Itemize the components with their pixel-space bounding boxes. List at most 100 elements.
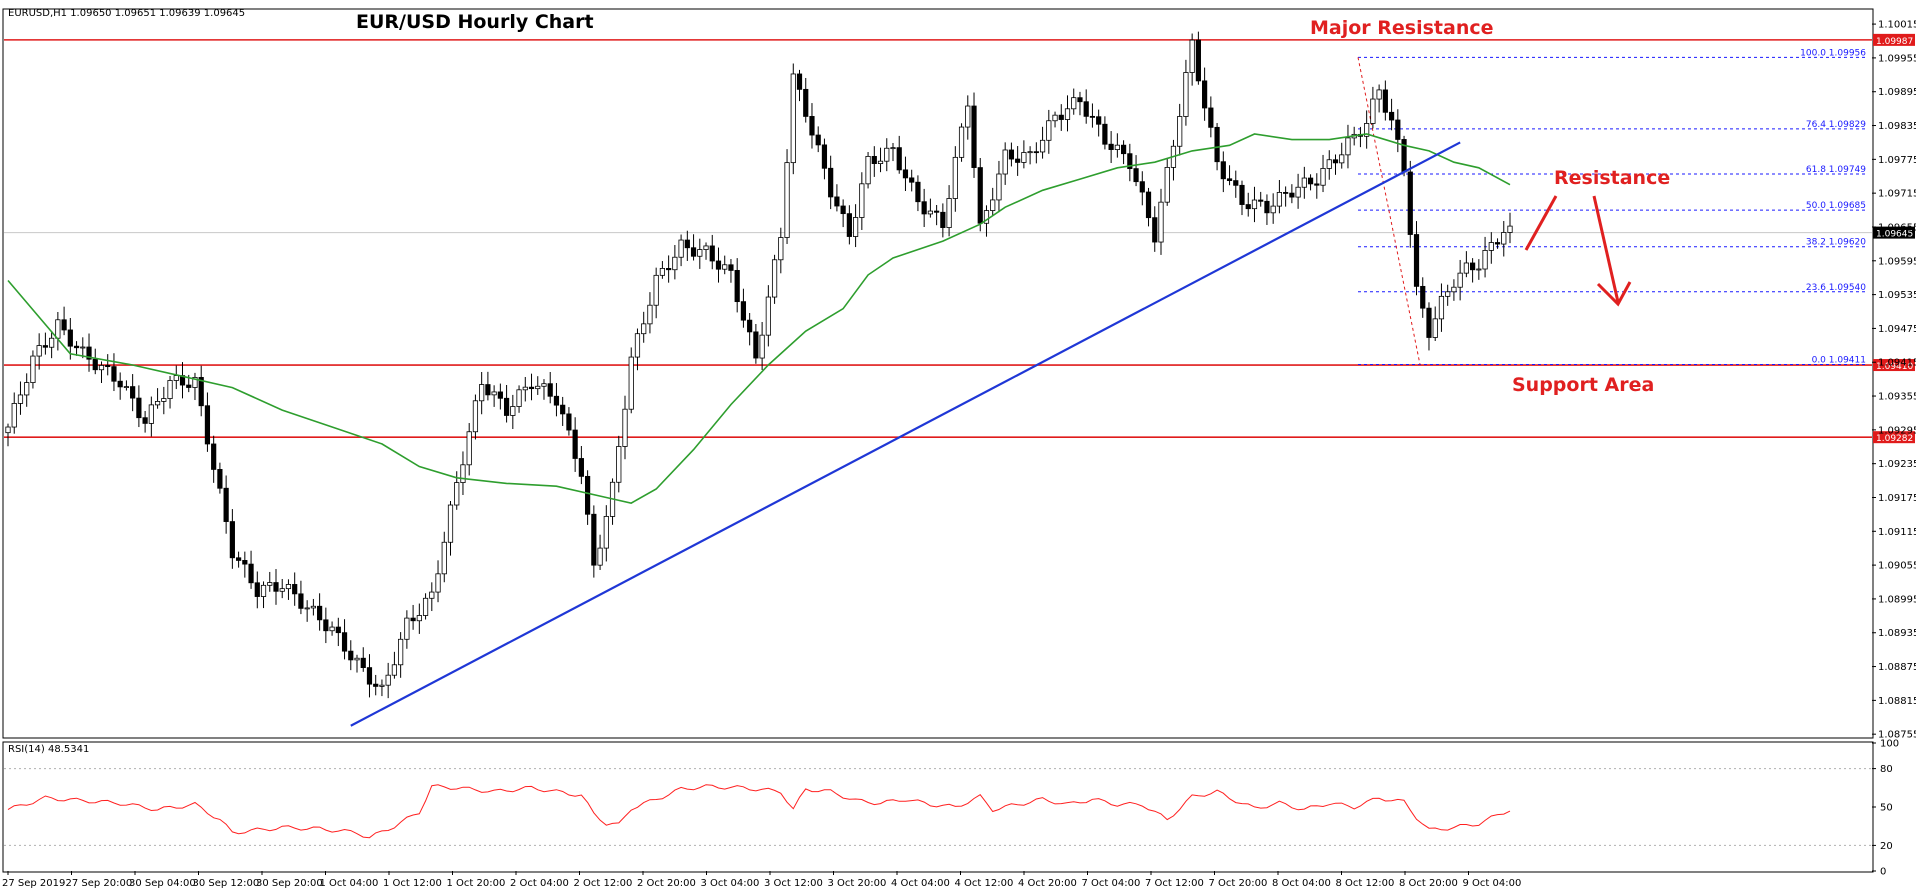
candle-body-bear — [204, 405, 211, 445]
candle-body-bull — [161, 398, 167, 402]
candle — [1320, 154, 1326, 193]
candle-body-bear — [740, 301, 747, 321]
candle — [1420, 277, 1426, 318]
y-tick-label: 1.09355 — [1878, 392, 1916, 403]
candle — [310, 598, 316, 616]
price-tag-bg — [1873, 431, 1915, 444]
candle — [1139, 171, 1145, 206]
candle — [1064, 95, 1071, 132]
candle-body-bull — [1270, 205, 1276, 214]
fibonacci-layer: 100.0 1.09956 76.4 1.09829 61.8 1.09749 50.… — [1357, 48, 1868, 365]
candle — [1276, 179, 1283, 214]
candle — [927, 198, 933, 218]
price-tag-label: 1.09987 — [1876, 37, 1913, 47]
candle — [771, 254, 778, 304]
candle — [622, 395, 628, 460]
candle-body-bear — [242, 560, 248, 565]
candle-body-bull — [49, 337, 55, 348]
candle-body-bear — [915, 181, 921, 203]
resistance-arrow-up — [1524, 195, 1558, 251]
candle-body-bear — [503, 397, 510, 416]
candle — [1021, 140, 1027, 169]
candle — [335, 617, 341, 647]
candle-body-bull — [597, 547, 603, 566]
y-tick-label: 1.09475 — [1878, 324, 1916, 335]
candle — [1264, 194, 1270, 225]
candle-body-bull — [877, 160, 884, 165]
candle-body-bear — [1245, 204, 1251, 210]
candle — [422, 593, 429, 620]
y-tick-label: 1.09715 — [1878, 189, 1916, 200]
candle — [1114, 133, 1120, 158]
candle-body-bear — [690, 247, 697, 257]
candle — [254, 571, 260, 609]
candle-body-bull — [628, 356, 634, 410]
candle — [1164, 158, 1170, 206]
candle — [105, 354, 111, 376]
candle — [17, 381, 24, 415]
candle-body-bear — [578, 458, 584, 477]
candle-body-bear — [1407, 171, 1413, 235]
candle — [1445, 284, 1451, 306]
rsi-y-tick-label: 50 — [1880, 803, 1893, 814]
candle — [123, 380, 130, 391]
candle-body-bear — [753, 331, 759, 359]
candle — [510, 394, 516, 429]
candle — [616, 435, 622, 493]
candle — [260, 581, 267, 609]
candle — [996, 160, 1002, 213]
candle-body-bull — [535, 385, 541, 390]
candle — [267, 571, 273, 592]
candle — [846, 205, 852, 245]
candle — [566, 407, 572, 436]
y-tick-label: 1.09295 — [1878, 425, 1916, 436]
candle — [877, 147, 884, 173]
candle-body-bear — [940, 211, 946, 228]
candle — [223, 475, 229, 534]
rsi-y-tick-label: 100 — [1880, 739, 1899, 750]
candle — [659, 261, 665, 279]
axes-layer: 1.10015 1.09955 1.09895 1.09835 1.09775 1.097… — [2, 20, 1916, 889]
candle — [479, 372, 485, 415]
candle-body-bear — [273, 582, 279, 592]
support-trendline — [350, 141, 1461, 727]
candle — [790, 63, 796, 175]
candle — [1463, 251, 1469, 278]
horizontal-levels-layer: 1.09987 1.09410 1.09282 1.09645 — [4, 33, 1915, 444]
candle — [1027, 146, 1033, 165]
candle — [840, 199, 846, 228]
candle-body-bull — [678, 239, 684, 258]
candle-body-bear — [1307, 177, 1314, 185]
candle — [1083, 89, 1089, 124]
candle — [697, 238, 703, 269]
x-tick-label: 27 Sep 20:00 — [66, 878, 133, 889]
moving-average-line — [7, 133, 1511, 504]
candle-body-bull — [722, 264, 728, 270]
candle — [902, 156, 909, 192]
candle-body-bear — [1289, 192, 1295, 198]
candle — [728, 259, 734, 283]
candle — [1476, 259, 1482, 280]
candle — [167, 376, 173, 409]
candle — [853, 204, 859, 248]
candle — [1507, 212, 1513, 244]
candle-body-bear — [803, 88, 809, 117]
x-tick-label: 2 Oct 12:00 — [574, 878, 633, 889]
candle-body-bear — [934, 210, 940, 213]
candle-body-bull — [55, 319, 61, 339]
candle — [709, 234, 715, 270]
candle — [1332, 154, 1339, 175]
candle — [1145, 187, 1152, 227]
candle — [460, 451, 466, 495]
candle-body-bull — [1488, 242, 1494, 251]
candle-body-bear — [485, 384, 491, 396]
candle-body-bear — [566, 413, 572, 431]
candle-body-bear — [117, 380, 123, 388]
candle-body-bear — [734, 270, 740, 303]
candle-body-bull — [771, 259, 778, 298]
candle — [1008, 142, 1015, 167]
candle — [117, 372, 123, 400]
x-tick-label: 4 Oct 12:00 — [955, 878, 1014, 889]
candle-body-bull — [1183, 72, 1189, 117]
candle — [821, 138, 828, 180]
